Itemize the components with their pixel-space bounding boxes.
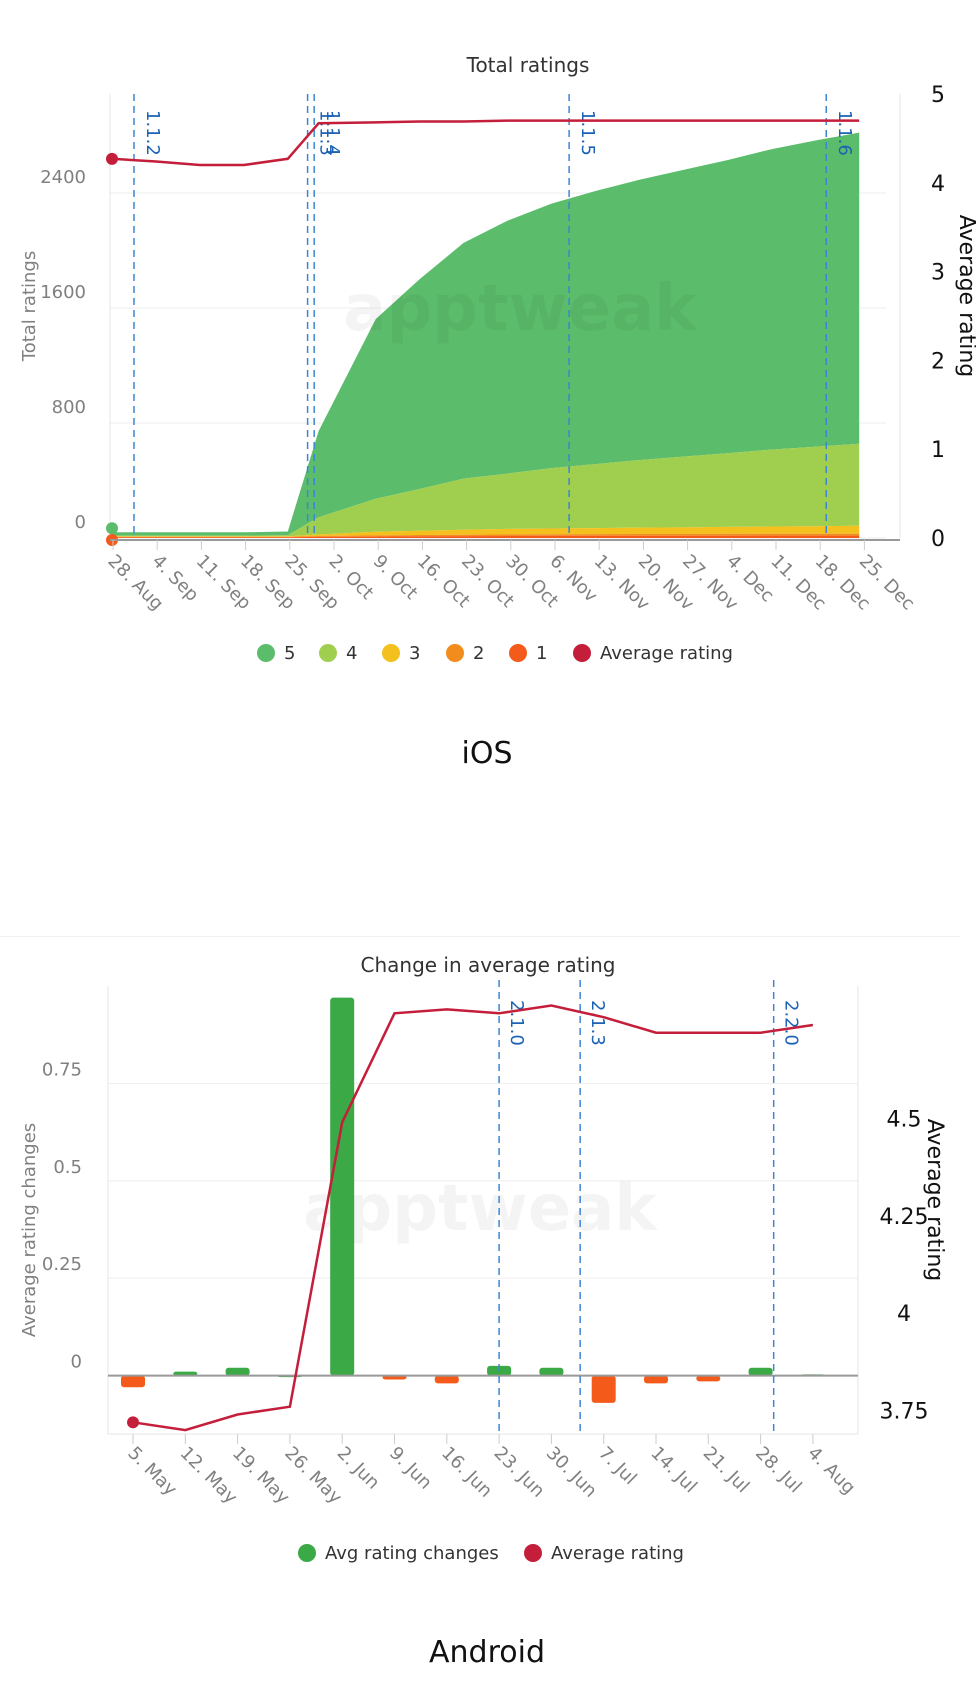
version-label: 1.1.6 bbox=[834, 110, 855, 156]
y2-tick-label: 4 bbox=[931, 172, 945, 197]
average-rating-start-marker bbox=[106, 152, 118, 165]
y2-tick-label: 5 bbox=[931, 83, 945, 108]
android-avg-rating-chart: Change in average rating 0 0.25 0.5 0.75 appt… bbox=[19, 953, 947, 1670]
x-tick-label: 21. Jul bbox=[699, 1443, 754, 1498]
y-axis-title: Average rating changes bbox=[19, 1123, 40, 1337]
ios-total-ratings-chart: Total ratings 0 800 1600 2400 apptweak 1.1.2 1.… bbox=[19, 53, 976, 771]
legend-label: 3 bbox=[409, 643, 420, 664]
legend-marker bbox=[524, 1544, 542, 1562]
y2-tick-label: 1 bbox=[931, 438, 945, 463]
watermark: apptweak bbox=[303, 1172, 658, 1246]
x-tick-label: 4. Aug bbox=[803, 1443, 859, 1499]
y2-axis-title: Average rating bbox=[954, 215, 976, 378]
legend-marker bbox=[382, 644, 400, 662]
y-tick-label: 0 bbox=[75, 512, 86, 533]
x-tick-label: 9. Jun bbox=[385, 1443, 436, 1494]
y2-axis-title: Average rating bbox=[922, 1119, 947, 1282]
y-tick-label: 2400 bbox=[40, 167, 86, 188]
legend-label: Avg rating changes bbox=[325, 1543, 499, 1564]
legend-label: 4 bbox=[346, 643, 357, 664]
version-label: 2.1.0 bbox=[506, 1000, 527, 1046]
bar-avg-rating-change bbox=[434, 1375, 459, 1384]
ios-platform-label: iOS bbox=[462, 736, 513, 771]
legend-marker bbox=[509, 644, 527, 662]
x-tick-label: 9. Oct bbox=[369, 551, 422, 604]
x-tick-label: 30. Jun bbox=[542, 1443, 601, 1502]
y-tick-label: 0.5 bbox=[53, 1157, 82, 1178]
average-rating-line bbox=[132, 1004, 814, 1432]
average-rating-line bbox=[111, 119, 860, 167]
legend-marker bbox=[298, 1544, 316, 1562]
x-tick-label: 5. May bbox=[123, 1443, 181, 1501]
version-label: 1.1.2 bbox=[142, 110, 163, 156]
y2-tick-label: 4.25 bbox=[880, 1205, 929, 1230]
bar-avg-rating-change bbox=[330, 997, 355, 1376]
bar-avg-rating-change bbox=[696, 1375, 721, 1382]
series-5-start-marker bbox=[106, 522, 118, 535]
version-label: 2.1.3 bbox=[587, 1000, 608, 1046]
bar-avg-rating-change bbox=[748, 1367, 773, 1376]
x-tick-label: 23. Jun bbox=[490, 1443, 549, 1502]
y-tick-label: 0 bbox=[71, 1352, 82, 1373]
version-label: 1.1.3 bbox=[316, 110, 337, 156]
y2-tick-label: 3 bbox=[931, 261, 945, 286]
area-series-1 bbox=[112, 535, 860, 538]
legend-label: 5 bbox=[284, 643, 295, 664]
x-tick-label: 19. May bbox=[228, 1443, 294, 1509]
bar-avg-rating-change bbox=[539, 1367, 564, 1376]
area-series-4 bbox=[112, 443, 860, 537]
x-tick-label: 14. Jul bbox=[646, 1443, 701, 1498]
x-tick-label: 26. May bbox=[280, 1443, 346, 1509]
y2-tick-label: 4.5 bbox=[887, 1107, 922, 1132]
y2-tick-label: 3.75 bbox=[880, 1400, 929, 1425]
y2-tick-label: 2 bbox=[931, 349, 945, 374]
legend-marker bbox=[319, 644, 337, 662]
version-label: 1.1.5 bbox=[577, 110, 598, 156]
chart-title: Change in average rating bbox=[361, 953, 616, 977]
bar-avg-rating-change bbox=[644, 1375, 668, 1384]
version-label: 1.1.4 bbox=[322, 110, 343, 156]
legend-marker bbox=[446, 644, 464, 662]
legend-label: 1 bbox=[536, 643, 547, 664]
section-divider bbox=[0, 936, 960, 937]
x-tick-label: 7. Jul bbox=[594, 1443, 640, 1489]
area-series-5 bbox=[112, 132, 860, 536]
area-series-3 bbox=[112, 525, 860, 537]
average-rating-start-marker bbox=[127, 1416, 139, 1429]
chart-title: Total ratings bbox=[466, 53, 590, 77]
bar-avg-rating-change bbox=[225, 1367, 250, 1376]
x-tick-label: 2. Jun bbox=[333, 1443, 384, 1494]
x-tick-label: 12. May bbox=[176, 1443, 242, 1509]
bar-avg-rating-change bbox=[121, 1375, 145, 1388]
y-tick-label: 0.25 bbox=[42, 1254, 82, 1275]
y-axis-title: Total ratings bbox=[19, 251, 40, 362]
x-tick-label: 28. Jul bbox=[751, 1443, 806, 1498]
y-tick-label: 800 bbox=[52, 397, 86, 418]
legend-marker bbox=[257, 644, 275, 662]
legend-label: 2 bbox=[473, 643, 484, 664]
area-series-2 bbox=[112, 533, 860, 538]
legend-label: Average rating bbox=[600, 643, 733, 664]
legend-label: Average rating bbox=[551, 1543, 684, 1564]
bar-avg-rating-change bbox=[591, 1375, 616, 1403]
watermark: apptweak bbox=[343, 272, 698, 346]
y-tick-label: 0.75 bbox=[42, 1059, 82, 1080]
y2-tick-label: 4 bbox=[897, 1302, 911, 1327]
y-tick-label: 1600 bbox=[40, 282, 86, 303]
legend-marker bbox=[573, 644, 591, 662]
x-tick-label: 16. Jun bbox=[437, 1443, 496, 1502]
android-platform-label: Android bbox=[429, 1635, 545, 1670]
version-label: 2.2.0 bbox=[781, 1000, 802, 1046]
y2-tick-label: 0 bbox=[931, 527, 945, 552]
